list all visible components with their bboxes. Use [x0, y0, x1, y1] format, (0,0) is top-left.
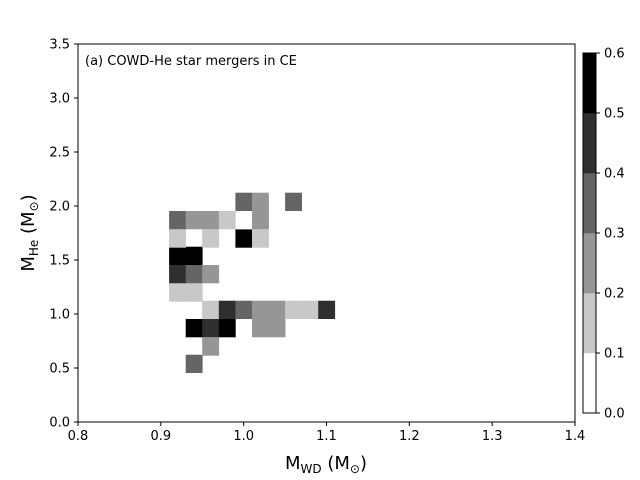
x-tick-label: 1.2 — [399, 429, 420, 444]
x-tick-label: 0.8 — [68, 429, 89, 444]
x-tick-label: 1.1 — [316, 429, 337, 444]
y-tick-label: 2.0 — [49, 200, 70, 215]
heatmap-cell — [185, 319, 203, 338]
heatmap-cell — [318, 300, 336, 319]
heatmap-cell — [285, 300, 302, 319]
x-axis-label: MWD (M⊙) — [285, 453, 367, 476]
colorbar-band — [583, 53, 596, 114]
heatmap-cell — [252, 192, 269, 211]
heatmap-cell — [301, 300, 319, 319]
heatmap-cell — [202, 319, 220, 338]
colorbar-band — [583, 293, 596, 354]
colorbar-tick-label: 0.3 — [604, 227, 625, 242]
heatmap-cell — [235, 192, 253, 211]
heatmap-cell — [218, 300, 236, 319]
colorbar-tick-label: 0.5 — [604, 107, 625, 122]
heatmap-cell — [202, 337, 220, 356]
colorbar-tick-label: 0.2 — [604, 287, 625, 302]
heatmap-cell — [185, 354, 203, 373]
y-tick-label: 2.5 — [49, 146, 70, 161]
x-tick-label: 0.9 — [150, 429, 171, 444]
heatmap-cell — [252, 319, 269, 338]
colorbar: 0.0 0.1 0.2 0.3 0.4 0.5 0.6 — [582, 47, 625, 422]
colorbar-tick-label: 0.6 — [604, 47, 625, 62]
colorbar-band — [583, 173, 596, 234]
y-tick-label: 3.0 — [49, 92, 70, 107]
y-tick-label: 0.0 — [49, 416, 70, 431]
y-axis-label: MHe (M⊙) — [18, 194, 41, 271]
heatmap-cell — [268, 319, 286, 338]
colorbar-band — [583, 353, 596, 414]
heatmap-cell — [235, 229, 253, 248]
heatmap-cell — [202, 300, 220, 319]
y-axis-ticks: 0.0 0.5 1.0 1.5 2.0 2.5 3.0 3.5 — [49, 38, 78, 431]
y-tick-label: 1.5 — [49, 254, 70, 269]
heatmap-cell — [235, 300, 253, 319]
y-tick-label: 1.0 — [49, 308, 70, 323]
colorbar-tick-label: 0.4 — [604, 167, 625, 182]
heatmap-cell — [285, 192, 302, 211]
heatmap-cell — [202, 211, 220, 230]
x-tick-label: 1.3 — [482, 429, 503, 444]
colorbar-band — [583, 113, 596, 174]
colorbar-tick-label: 0.0 — [604, 407, 625, 422]
heatmap-cells — [169, 192, 336, 373]
y-tick-label: 0.5 — [49, 362, 70, 377]
heatmap-cell — [169, 229, 186, 248]
chart-annotation: (a) COWD-He star mergers in CE — [85, 54, 297, 69]
heatmap-cell — [268, 300, 286, 319]
heatmap-cell — [185, 211, 203, 230]
heatmap-cell — [169, 211, 186, 230]
plot-frame — [77, 43, 576, 423]
heatmap-cell — [252, 211, 269, 230]
heatmap-cell — [252, 229, 269, 248]
heatmap-cell — [218, 211, 236, 230]
x-tick-label: 1.4 — [565, 429, 586, 444]
heatmap-cell — [169, 283, 186, 302]
x-tick-label: 1.0 — [233, 429, 254, 444]
heatmap-cell — [218, 319, 236, 338]
heatmap-cell — [202, 265, 220, 284]
heatmap-cell — [169, 265, 186, 284]
heatmap-cell — [252, 300, 269, 319]
y-tick-label: 3.5 — [49, 38, 70, 53]
heatmap-cell — [185, 283, 203, 302]
heatmap-cell — [185, 246, 203, 265]
heatmap-cell — [169, 246, 186, 265]
colorbar-tick-label: 0.1 — [604, 347, 625, 362]
heatmap-cell — [202, 229, 220, 248]
heatmap-cell — [185, 265, 203, 284]
colorbar-band — [583, 233, 596, 294]
x-axis-ticks: 0.8 0.9 1.0 1.1 1.2 1.3 1.4 — [68, 422, 586, 444]
